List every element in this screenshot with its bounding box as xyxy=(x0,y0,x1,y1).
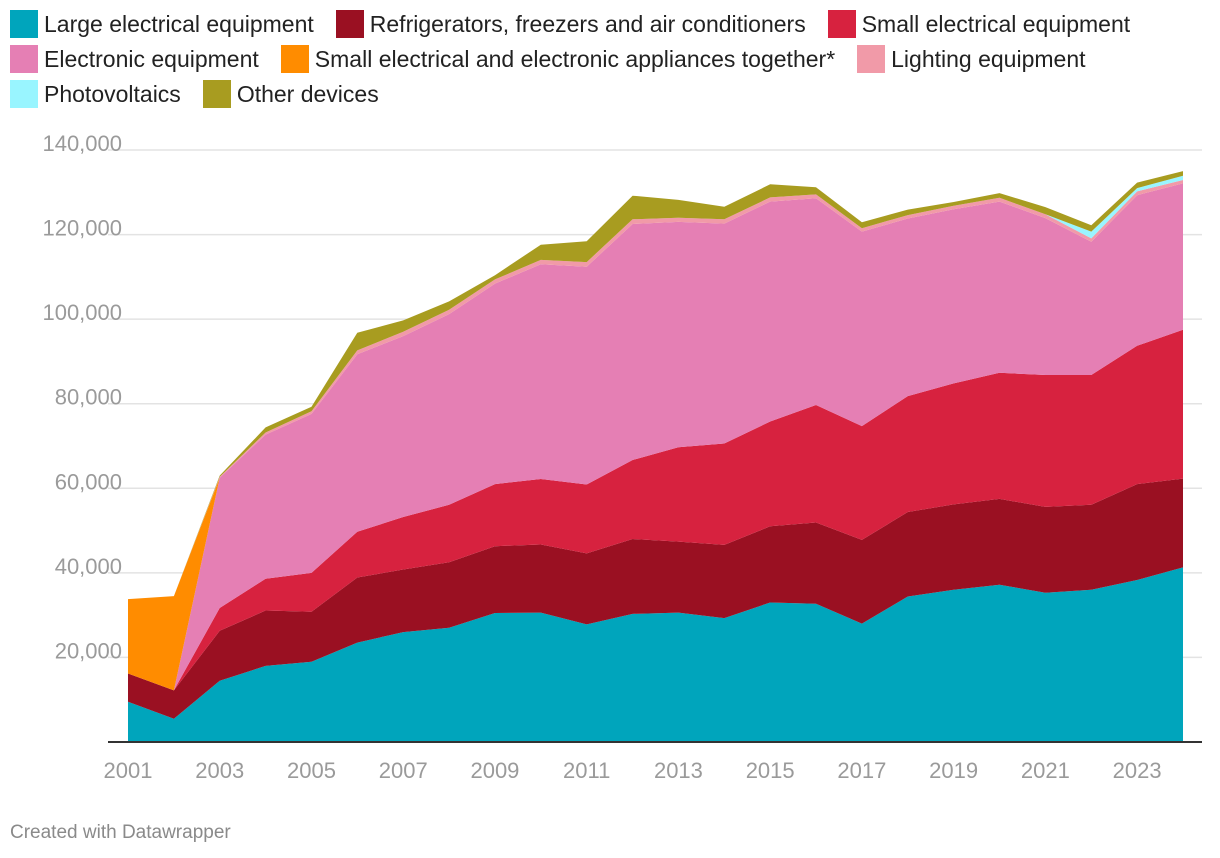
legend-item-small-electrical-and-electronic-appliances-together: Small electrical and electronic applianc… xyxy=(280,45,836,73)
x-tick-label: 2013 xyxy=(654,758,703,783)
legend-swatch xyxy=(10,10,38,38)
y-axis-labels: 20,000 40,000 60,000 80,000 100,000 120,000 14… xyxy=(42,131,122,663)
areas xyxy=(128,171,1183,742)
x-tick-label: 2001 xyxy=(104,758,153,783)
area-refrigerators-freezers-and-air-conditioners xyxy=(128,478,1183,719)
legend-label: Photovoltaics xyxy=(44,81,181,107)
area-large-electrical-equipment xyxy=(128,567,1183,742)
credit-text: Created with Datawrapper xyxy=(10,822,231,843)
x-tick-label: 2007 xyxy=(379,758,428,783)
legend-label: Electronic equipment xyxy=(44,46,259,72)
x-axis-labels: 2001 2003 2005 2007 2009 2011 2013 2015 2017 2019… xyxy=(104,758,1162,783)
legend-item-other-devices: Other devices xyxy=(202,80,379,108)
legend-item-large-electrical-equipment: Large electrical equipment xyxy=(10,10,314,38)
y-tick-label: 20,000 xyxy=(55,638,122,663)
y-tick-label: 100,000 xyxy=(42,300,122,325)
legend-swatch xyxy=(827,10,856,38)
legend-item-lighting-equipment: Lighting equipment xyxy=(857,45,1086,73)
x-tick-label: 2021 xyxy=(1021,758,1070,783)
legend-item-electronic-equipment: Electronic equipment xyxy=(10,45,259,73)
legend-swatch xyxy=(335,10,364,38)
x-tick-label: 2005 xyxy=(287,758,336,783)
legend-swatch xyxy=(10,45,38,73)
y-tick-label: 80,000 xyxy=(55,385,122,410)
x-tick-label: 2003 xyxy=(195,758,244,783)
x-tick-label: 2009 xyxy=(470,758,519,783)
y-tick-label: 140,000 xyxy=(42,131,122,156)
legend-label: Other devices xyxy=(236,81,379,107)
legend-swatch xyxy=(857,45,886,73)
y-tick-label: 120,000 xyxy=(42,216,122,241)
legend-swatch xyxy=(10,80,38,108)
area-small-electrical-equipment xyxy=(128,329,1183,691)
legend-label: Large electrical equipment xyxy=(44,11,314,37)
x-tick-label: 2011 xyxy=(563,758,610,783)
legend-label: Small electrical equipment xyxy=(861,11,1131,37)
x-tick-label: 2017 xyxy=(837,758,886,783)
chart-legend: Large electrical equipment Refrigerators,… xyxy=(10,10,1210,108)
legend-item-refrigerators-freezers-and-air-conditioners: Refrigerators, freezers and air conditio… xyxy=(335,10,806,38)
x-tick-label: 2023 xyxy=(1113,758,1162,783)
y-tick-label: 60,000 xyxy=(55,469,122,494)
legend-item-photovoltaics: Photovoltaics xyxy=(10,80,181,108)
legend-label: Small electrical and electronic applianc… xyxy=(314,46,836,72)
legend-swatch xyxy=(280,45,309,73)
legend-item-small-electrical-equipment: Small electrical equipment xyxy=(827,10,1131,38)
legend-swatch xyxy=(202,80,231,108)
y-tick-label: 40,000 xyxy=(55,554,122,579)
x-tick-label: 2019 xyxy=(929,758,978,783)
legend-label: Lighting equipment xyxy=(891,46,1086,72)
legend-label: Refrigerators, freezers and air conditio… xyxy=(369,11,806,37)
x-tick-label: 2015 xyxy=(746,758,795,783)
area-electronic-equipment xyxy=(128,183,1183,691)
